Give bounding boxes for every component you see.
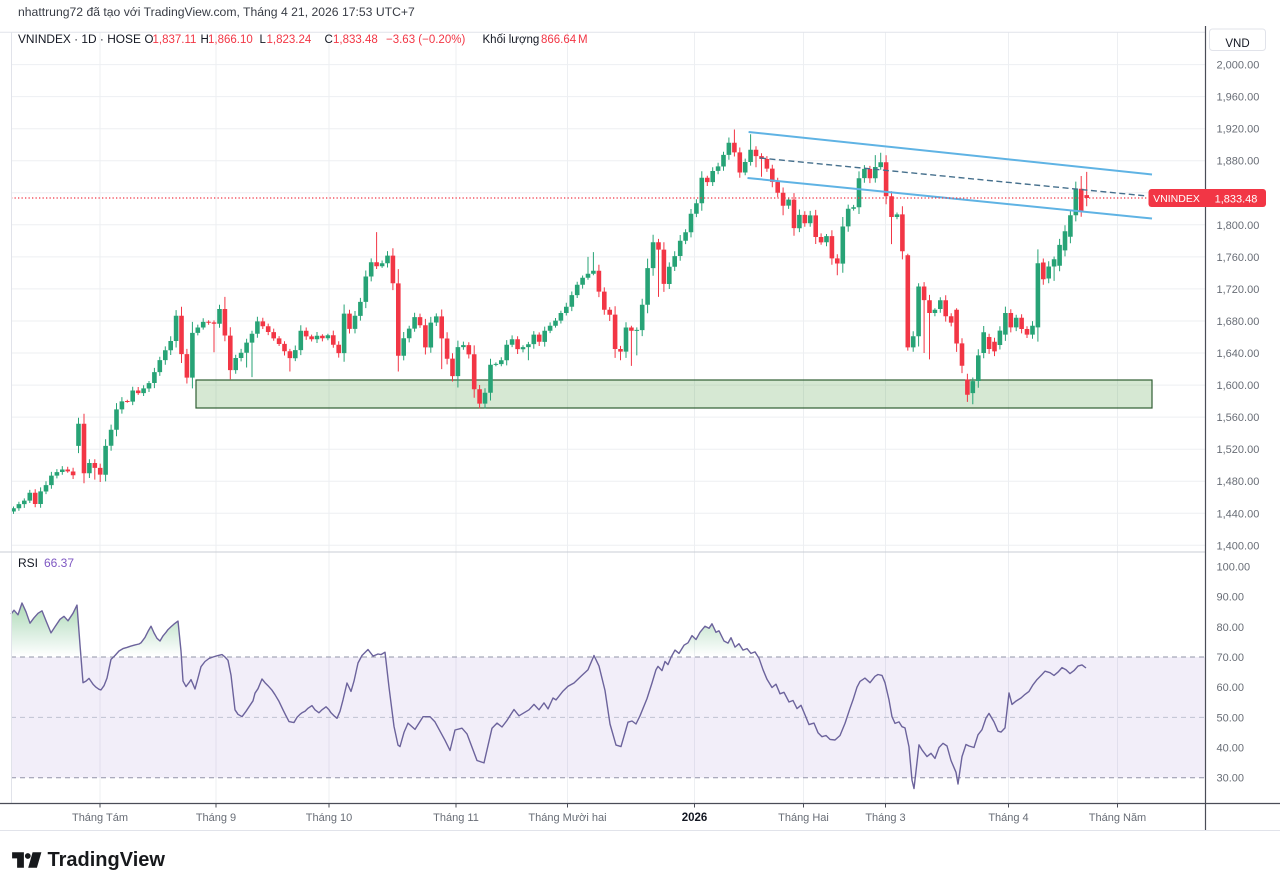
svg-text:1,866.10: 1,866.10: [208, 34, 253, 46]
svg-text:H: H: [201, 34, 209, 46]
svg-text:2,000.00: 2,000.00: [1217, 60, 1260, 72]
svg-text:1,800.00: 1,800.00: [1217, 220, 1260, 232]
svg-text:1,720.00: 1,720.00: [1217, 284, 1260, 296]
svg-text:90.00: 90.00: [1217, 592, 1245, 604]
svg-text:30.00: 30.00: [1217, 773, 1245, 785]
svg-text:Tháng Mười hai: Tháng Mười hai: [528, 812, 606, 824]
svg-text:60.00: 60.00: [1217, 682, 1245, 694]
svg-text:L: L: [260, 34, 267, 46]
svg-text:70.00: 70.00: [1217, 652, 1245, 664]
svg-text:Tháng Hai: Tháng Hai: [778, 812, 829, 824]
svg-text:TradingView: TradingView: [48, 849, 166, 871]
svg-text:1,600.00: 1,600.00: [1217, 380, 1260, 392]
svg-text:1,960.00: 1,960.00: [1217, 92, 1260, 104]
svg-text:RSI: RSI: [18, 556, 38, 570]
svg-text:40.00: 40.00: [1217, 743, 1245, 755]
svg-text:Tháng 3: Tháng 3: [865, 812, 905, 824]
svg-text:66.37: 66.37: [44, 556, 74, 570]
svg-text:O: O: [145, 34, 154, 46]
svg-text:Tháng Tám: Tháng Tám: [72, 812, 128, 824]
svg-text:50.00: 50.00: [1217, 712, 1245, 724]
svg-text:1,440.00: 1,440.00: [1217, 508, 1260, 520]
svg-text:1,520.00: 1,520.00: [1217, 444, 1260, 456]
svg-text:2026: 2026: [682, 812, 708, 824]
svg-text:VNINDEX · 1D · HOSE: VNINDEX · 1D · HOSE: [18, 32, 141, 46]
svg-text:1,640.00: 1,640.00: [1217, 348, 1260, 360]
svg-text:1,480.00: 1,480.00: [1217, 476, 1260, 488]
svg-text:1,823.24: 1,823.24: [267, 34, 312, 46]
svg-text:Tháng 10: Tháng 10: [306, 812, 352, 824]
svg-text:Khối lượng: Khối lượng: [483, 34, 540, 46]
svg-text:1,560.00: 1,560.00: [1217, 412, 1260, 424]
svg-text:Tháng Năm: Tháng Năm: [1089, 812, 1146, 824]
svg-text:1,833.48: 1,833.48: [1215, 194, 1258, 206]
svg-text:VNINDEX: VNINDEX: [1153, 193, 1200, 205]
svg-text:1,760.00: 1,760.00: [1217, 252, 1260, 264]
svg-text:−3.63 (−0.20%): −3.63 (−0.20%): [386, 34, 465, 46]
svg-text:1,880.00: 1,880.00: [1217, 156, 1260, 168]
svg-text:1,400.00: 1,400.00: [1217, 540, 1260, 552]
svg-text:866.64: 866.64: [541, 34, 577, 46]
svg-text:Tháng 4: Tháng 4: [988, 812, 1028, 824]
svg-text:Tháng 11: Tháng 11: [433, 812, 479, 824]
svg-text:C: C: [325, 34, 333, 46]
svg-text:1,837.11: 1,837.11: [153, 34, 197, 46]
svg-text:Tháng 9: Tháng 9: [196, 812, 236, 824]
svg-text:nhattrung72 đã tạo với Trading: nhattrung72 đã tạo với TradingView.com, …: [18, 5, 415, 19]
svg-text:1,920.00: 1,920.00: [1217, 124, 1260, 136]
svg-text:1,833.48: 1,833.48: [333, 34, 378, 46]
svg-text:1,680.00: 1,680.00: [1217, 316, 1260, 328]
svg-text:M: M: [578, 34, 588, 46]
svg-text:VND: VND: [1225, 38, 1249, 50]
svg-text:80.00: 80.00: [1217, 622, 1245, 634]
svg-text:100.00: 100.00: [1217, 562, 1251, 574]
